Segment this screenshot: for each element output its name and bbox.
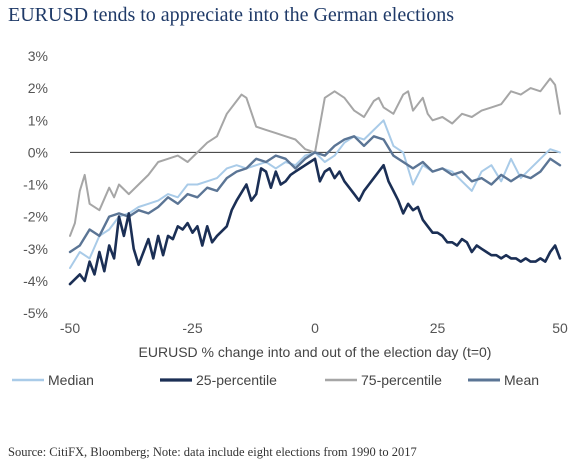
series-line-mean bbox=[68, 135, 562, 254]
legend: Median 25-percentile 75-percentile Mean bbox=[12, 372, 539, 388]
legend-label: Mean bbox=[504, 372, 539, 388]
series-line-25-percentile bbox=[68, 157, 562, 286]
x-tick-label: 50 bbox=[552, 320, 568, 336]
x-tick-label: -25 bbox=[182, 320, 202, 336]
y-tick-label: 0% bbox=[28, 144, 48, 160]
x-axis: -50 -25 0 25 50 bbox=[60, 320, 568, 336]
legend-label: 25-percentile bbox=[196, 372, 277, 388]
plot-area bbox=[68, 77, 562, 286]
y-tick-label: -4% bbox=[23, 273, 48, 289]
y-tick-label: 1% bbox=[28, 112, 48, 128]
chart-title: EURUSD tends to appreciate into the Germ… bbox=[8, 4, 454, 26]
legend-label: Median bbox=[48, 372, 94, 388]
y-axis: 3% 2% 1% 0% -1% -2% -3% -4% -5% bbox=[23, 48, 48, 321]
y-tick-label: -3% bbox=[23, 241, 48, 257]
y-tick-label: -1% bbox=[23, 177, 48, 193]
x-tick-label: 0 bbox=[311, 320, 319, 336]
x-tick-label: -50 bbox=[60, 320, 80, 336]
series-line-median bbox=[69, 119, 561, 269]
source-note: Source: CitiFX, Bloomberg; Note: data in… bbox=[8, 445, 417, 459]
y-tick-label: -2% bbox=[23, 209, 48, 225]
y-tick-label: -5% bbox=[23, 305, 48, 321]
y-tick-label: 3% bbox=[28, 48, 48, 64]
y-tick-label: 2% bbox=[28, 80, 48, 96]
legend-label: 75-percentile bbox=[361, 372, 442, 388]
x-tick-label: 25 bbox=[430, 320, 446, 336]
x-axis-label: EURUSD % change into and out of the elec… bbox=[139, 344, 492, 360]
